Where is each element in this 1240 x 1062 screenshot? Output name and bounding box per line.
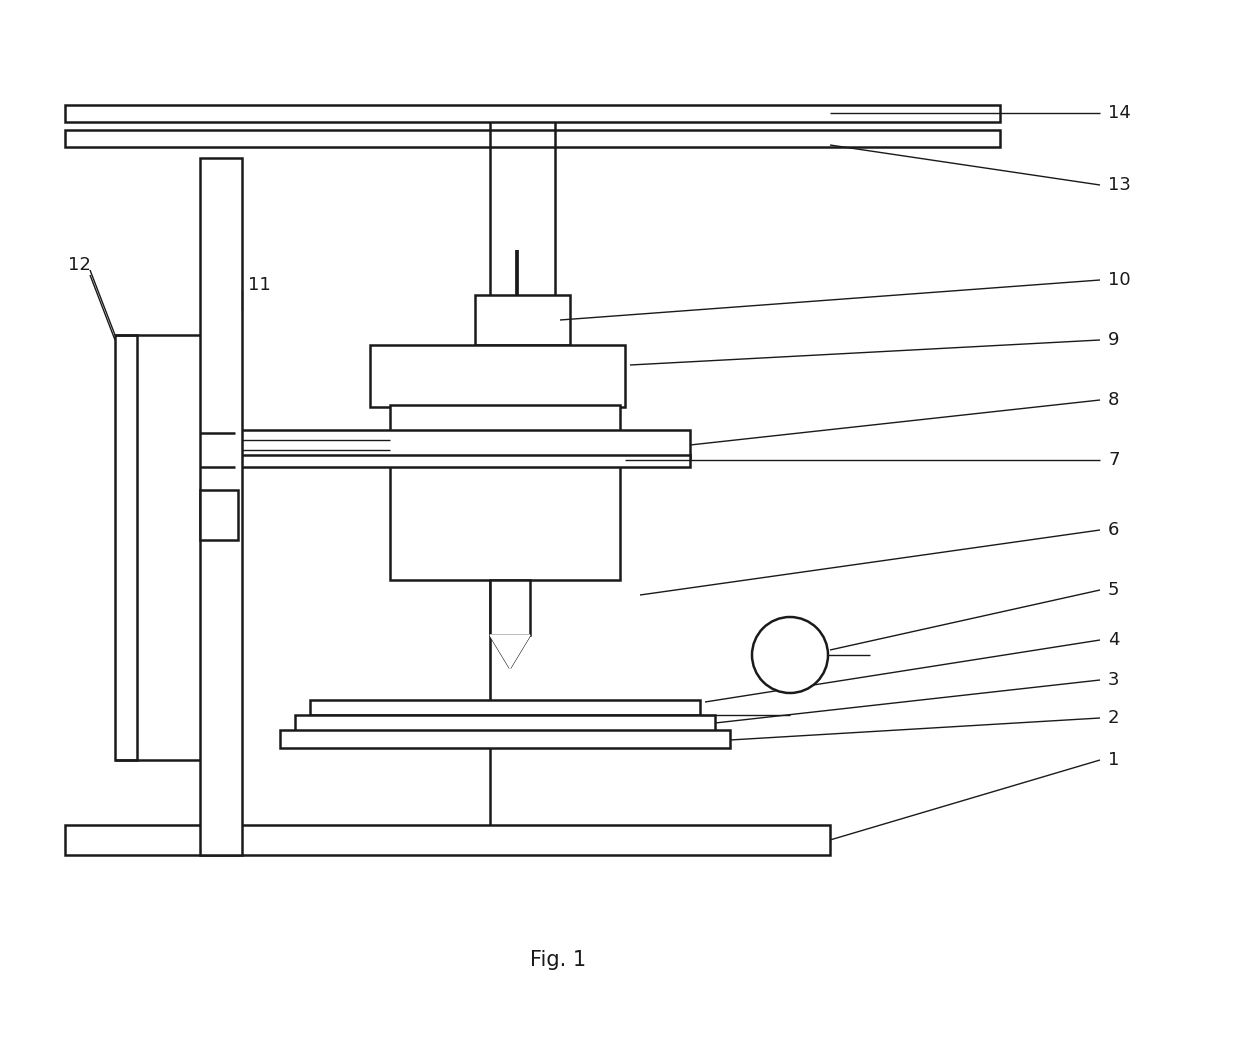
Bar [236, 455, 689, 467]
Text: 11: 11 [248, 276, 270, 294]
Text: 1: 1 [1109, 751, 1120, 769]
Bar [391, 405, 620, 580]
Text: Fig. 1: Fig. 1 [529, 950, 587, 970]
Bar [64, 130, 999, 147]
Bar [490, 580, 529, 635]
Bar [280, 730, 730, 748]
Bar [200, 490, 238, 539]
Bar [64, 105, 999, 122]
Text: 6: 6 [1109, 521, 1120, 539]
Bar [475, 295, 570, 345]
Text: 4: 4 [1109, 631, 1120, 649]
Bar [370, 345, 625, 407]
Bar [295, 715, 715, 731]
Text: 3: 3 [1109, 671, 1120, 689]
Text: 5: 5 [1109, 581, 1120, 599]
Bar [115, 335, 136, 760]
Text: 9: 9 [1109, 331, 1120, 349]
Text: 12: 12 [68, 256, 91, 274]
Text: 2: 2 [1109, 709, 1120, 727]
Text: 14: 14 [1109, 104, 1131, 122]
Bar [200, 158, 242, 855]
Polygon shape [490, 635, 529, 668]
Circle shape [751, 617, 828, 693]
Text: 7: 7 [1109, 451, 1120, 469]
Bar [310, 700, 701, 715]
Text: 10: 10 [1109, 271, 1131, 289]
Text: 8: 8 [1109, 391, 1120, 409]
Text: 13: 13 [1109, 176, 1131, 194]
Bar [236, 430, 689, 458]
Bar [64, 825, 830, 855]
